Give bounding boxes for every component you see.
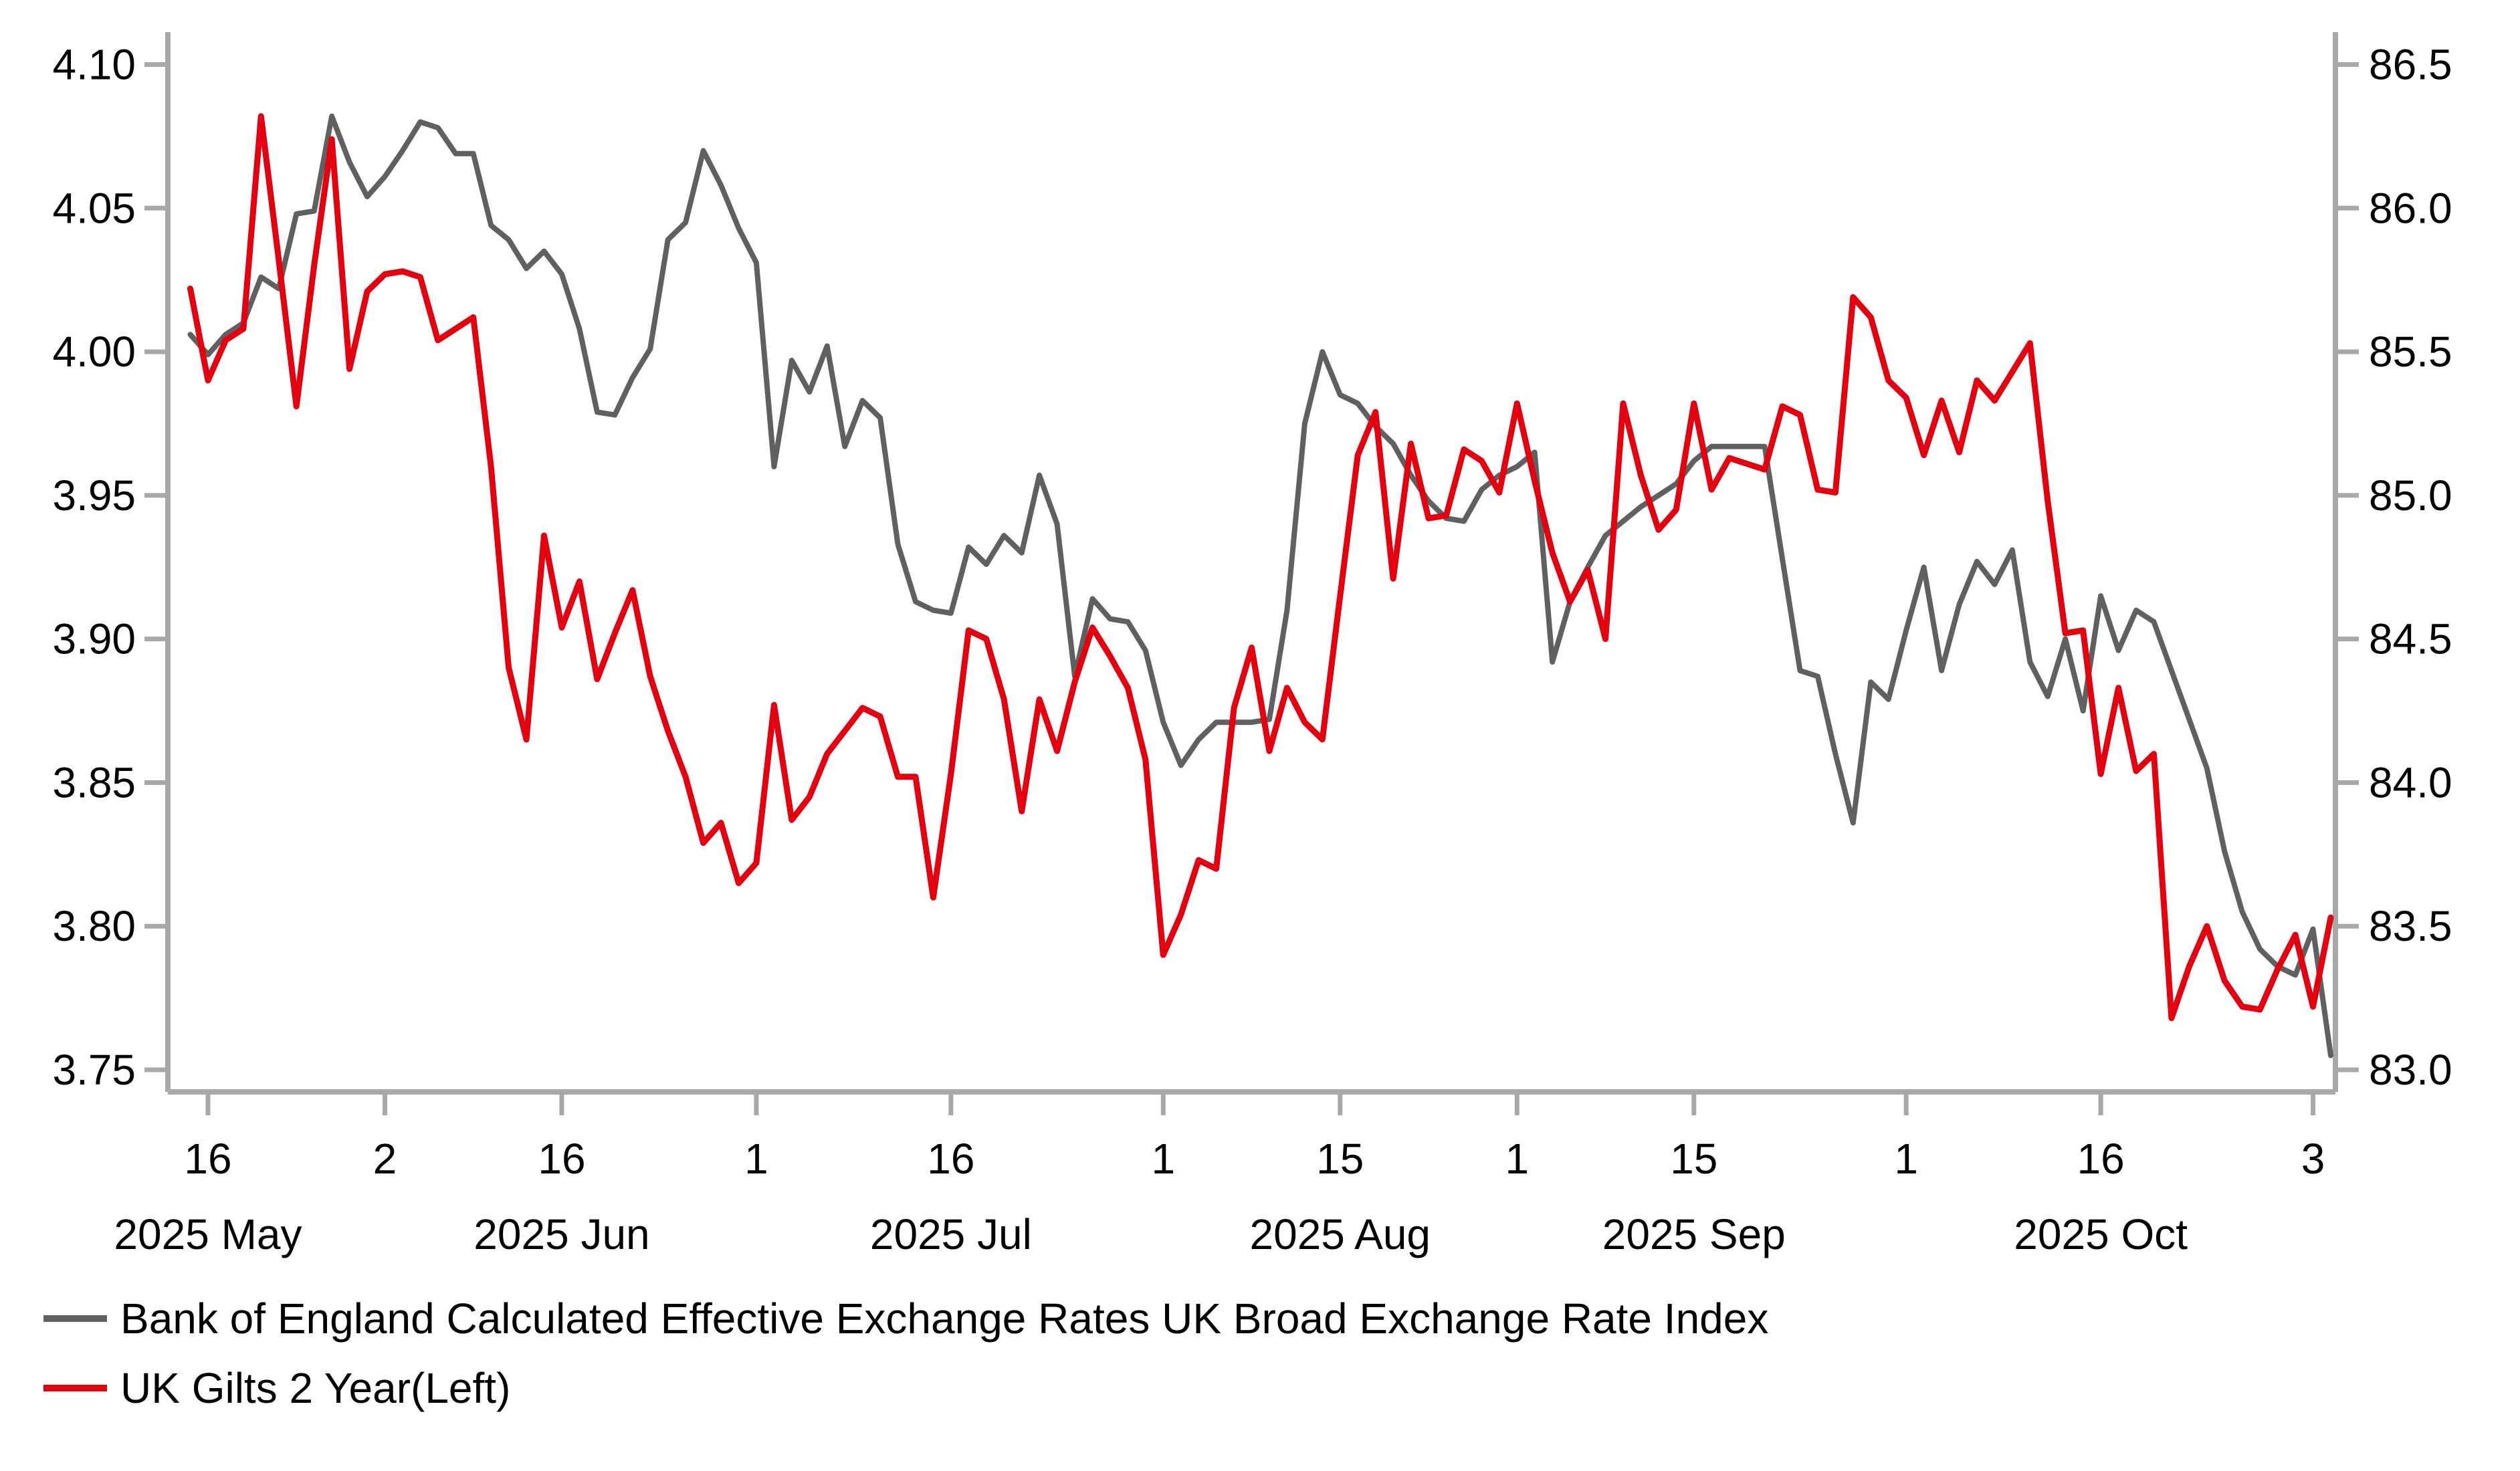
x-axis-day-label: 1 [1505, 1135, 1529, 1183]
x-axis-day-label: 3 [2301, 1135, 2325, 1183]
x-axis-day-label: 15 [1316, 1135, 1364, 1183]
left-axis-tick-label: 4.00 [52, 328, 136, 376]
right-axis-tick-label: 84.0 [2369, 758, 2452, 806]
x-axis-day-label: 16 [538, 1135, 585, 1183]
left-axis-tick-label: 3.90 [52, 615, 136, 663]
left-axis-tick-label: 3.95 [52, 471, 136, 520]
right-axis-tick-label: 86.0 [2369, 184, 2452, 232]
x-axis-day-label: 16 [184, 1135, 231, 1183]
right-axis-tick-label: 85.5 [2369, 328, 2452, 376]
legend-item-uk-gilts: UK Gilts 2 Year(Left) [43, 1364, 510, 1412]
left-axis-tick-label: 3.80 [52, 902, 136, 950]
x-axis-month-label: 2025 May [114, 1210, 302, 1258]
x-axis-month-label: 2025 Sep [1602, 1210, 1786, 1258]
x-axis-day-label: 1 [744, 1135, 768, 1183]
right-axis-tick-label: 83.5 [2369, 902, 2452, 950]
x-axis-day-label: 2 [373, 1135, 397, 1183]
legend-label-uk-gilts: UK Gilts 2 Year(Left) [120, 1364, 510, 1412]
left-axis-tick-label: 3.85 [52, 758, 136, 806]
x-axis-day-label: 15 [1670, 1135, 1717, 1183]
plot-area: 4.10 4.05 4.00 3.95 3.90 3.85 3.80 3.75 86.5 86.0… [52, 32, 2452, 1258]
x-axis-month-label: 2025 Aug [1250, 1210, 1431, 1258]
x-axis-month-label: 2025 Jul [870, 1210, 1032, 1258]
x-axis-month-label: 2025 Oct [2014, 1210, 2188, 1258]
x-axis-month-label: 2025 Jun [474, 1210, 649, 1258]
legend: Bank of England Calculated Effective Exc… [43, 1294, 1768, 1412]
x-axis-day-label: 16 [2077, 1135, 2125, 1183]
x-axis-day-label: 1 [1151, 1135, 1175, 1183]
series-line-uk-gilts [187, 113, 2334, 1022]
x-axis-day-label: 1 [1894, 1135, 1918, 1183]
right-axis-tick-label: 84.5 [2369, 615, 2452, 663]
right-axis-tick-label: 86.5 [2369, 41, 2452, 89]
legend-item-boe-index: Bank of England Calculated Effective Exc… [43, 1294, 1768, 1343]
left-axis-tick-label: 3.75 [52, 1046, 136, 1094]
right-axis-tick-label: 85.0 [2369, 471, 2452, 520]
series-line-boe-index [187, 113, 2333, 1058]
right-axis-tick-label: 83.0 [2369, 1046, 2452, 1094]
left-axis-tick-label: 4.05 [52, 184, 136, 232]
left-axis-tick-label: 4.10 [52, 41, 136, 89]
x-axis-day-label: 16 [927, 1135, 974, 1183]
legend-label-boe-index: Bank of England Calculated Effective Exc… [120, 1294, 1768, 1343]
